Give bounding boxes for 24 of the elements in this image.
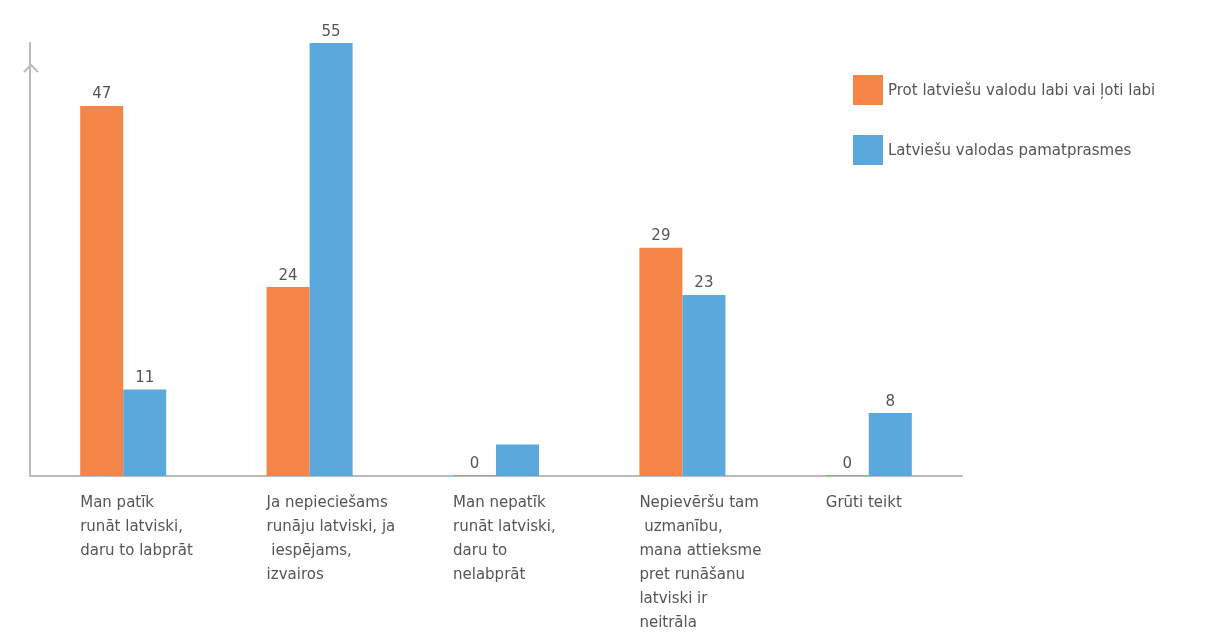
data-label: 11 bbox=[135, 367, 155, 386]
bar bbox=[309, 43, 353, 476]
x-tick-label: Man nepatīk runāt latviski, daru to nelabprāt bbox=[453, 493, 561, 583]
data-label: 24 bbox=[278, 265, 298, 284]
data-label: 8 bbox=[885, 391, 896, 410]
legend-label: Prot latviešu valodu labi vai ļoti labi bbox=[888, 81, 1156, 99]
data-label: 0 bbox=[842, 453, 853, 472]
bar bbox=[868, 413, 912, 476]
bar bbox=[80, 105, 124, 476]
bar bbox=[496, 444, 539, 476]
x-tick-label: Nepievēršu tam uzmanību, mana attieksme pret runāšanu latviski ir neitrāla bbox=[639, 493, 767, 631]
x-tick-label: Man patīk runāt latviski, daru to labprāt bbox=[80, 493, 193, 559]
data-label: 29 bbox=[651, 226, 671, 245]
data-label: 47 bbox=[92, 84, 112, 103]
x-tick-label: Grūti teikt bbox=[825, 493, 902, 511]
data-label: 0 bbox=[469, 453, 480, 472]
bar bbox=[639, 247, 683, 476]
data-label: 55 bbox=[321, 21, 341, 40]
bar bbox=[266, 287, 310, 476]
data-label: 23 bbox=[694, 273, 714, 292]
legend-label: Latviešu valodas pamatprasmes bbox=[888, 141, 1132, 159]
bar bbox=[123, 389, 167, 476]
bar bbox=[682, 294, 726, 476]
x-tick-label: Ja nepieciešams runāju latviski, ja iespējams, izvairos bbox=[265, 493, 396, 583]
